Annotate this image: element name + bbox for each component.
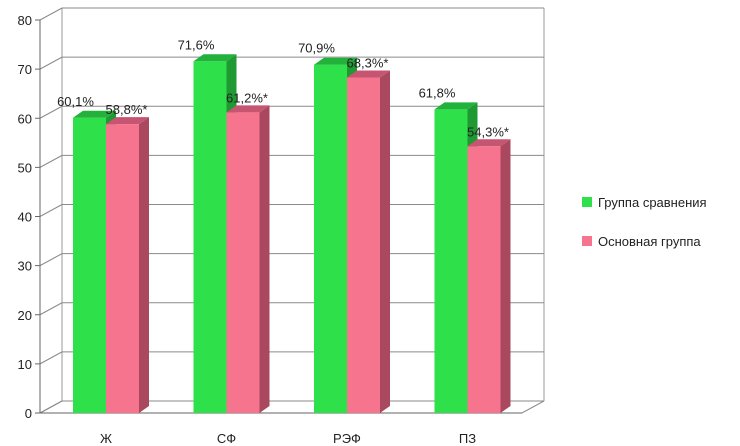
x-tick-label: СФ bbox=[217, 431, 236, 446]
bar bbox=[434, 109, 468, 413]
gridline-connector bbox=[39, 253, 63, 267]
gridline-connector bbox=[39, 7, 63, 21]
x-tick-label: РЭФ bbox=[333, 431, 361, 446]
gridline-connector bbox=[39, 154, 63, 168]
bar-top bbox=[467, 139, 511, 147]
bar-top bbox=[73, 110, 116, 118]
gridline-connector bbox=[39, 105, 63, 119]
x-tick-label: Ж bbox=[100, 431, 112, 446]
y-tick-label: 70 bbox=[18, 62, 32, 77]
y-tick-label: 40 bbox=[18, 210, 32, 225]
y-tick-label: 60 bbox=[18, 111, 32, 126]
bar-side bbox=[259, 105, 270, 413]
y-tick-label: 30 bbox=[18, 259, 32, 274]
bar-top bbox=[193, 54, 237, 62]
bar-top bbox=[434, 102, 478, 110]
y-tick-label: 20 bbox=[18, 308, 32, 323]
bar bbox=[193, 61, 227, 413]
legend-label-main: Основная группа bbox=[598, 233, 701, 249]
bar-top bbox=[106, 117, 149, 125]
bar-top bbox=[314, 57, 357, 65]
bar bbox=[347, 77, 380, 413]
bar-side bbox=[500, 139, 511, 413]
bar bbox=[314, 64, 347, 414]
bar-top bbox=[347, 70, 390, 78]
legend: Группа сравнения Основная группа bbox=[582, 192, 707, 270]
bar bbox=[106, 124, 139, 414]
gridline-connector bbox=[39, 56, 63, 70]
data-label: 70,9% bbox=[298, 41, 335, 56]
data-label: 61,2%* bbox=[226, 90, 268, 105]
x-tick-label: ПЗ bbox=[459, 431, 476, 446]
gridline-connector bbox=[39, 204, 63, 217]
tick-labels: 0 10 20 30 40 50 60 70 80 Ж СФ РЭФ ПЗ bbox=[18, 13, 477, 446]
bars bbox=[73, 54, 511, 414]
data-label: 68,3%* bbox=[347, 55, 389, 70]
y-tick-label: 10 bbox=[18, 357, 32, 372]
data-labels: 60,1% 58,8%* 71,6% 61,2%* 70,9% 68,3%* 61,8% 54… bbox=[57, 37, 509, 139]
bar-side bbox=[380, 70, 390, 413]
gridline-connector bbox=[39, 302, 63, 316]
data-label: 61,8% bbox=[419, 85, 456, 100]
legend-swatch-main bbox=[582, 236, 592, 246]
bar-top bbox=[226, 105, 270, 113]
gridline-connector bbox=[39, 351, 63, 365]
data-label: 71,6% bbox=[178, 37, 215, 52]
legend-item-main: Основная группа bbox=[582, 231, 707, 251]
bar bbox=[226, 112, 260, 413]
data-label: 60,1% bbox=[57, 94, 94, 109]
y-tick-label: 0 bbox=[25, 406, 32, 421]
legend-item-comparison: Группа сравнения bbox=[582, 192, 707, 212]
y-tick-label: 50 bbox=[18, 160, 32, 175]
bar bbox=[73, 117, 106, 413]
legend-swatch-comparison bbox=[582, 197, 592, 207]
data-label: 54,3%* bbox=[467, 124, 509, 139]
y-tick-label: 80 bbox=[18, 13, 32, 28]
data-label: 58,8%* bbox=[106, 102, 148, 117]
legend-label-comparison: Группа сравнения bbox=[598, 194, 707, 210]
bar-side bbox=[139, 117, 149, 414]
bar bbox=[467, 146, 501, 413]
